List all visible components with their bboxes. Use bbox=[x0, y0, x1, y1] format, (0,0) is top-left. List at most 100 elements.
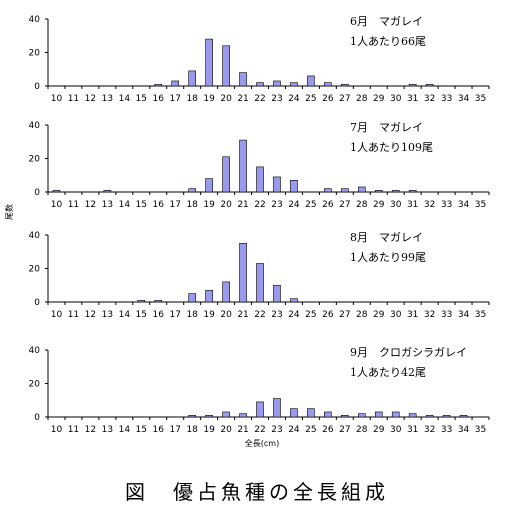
panel-4-bar-19 bbox=[205, 415, 213, 418]
panel-4-x-tick-label: 22 bbox=[254, 425, 265, 435]
panel-3-x-tick-label: 34 bbox=[458, 310, 470, 320]
panel-2-bar-21 bbox=[239, 139, 247, 193]
panel-1-x-tick-label: 17 bbox=[169, 94, 180, 104]
panel-3-x-tick-label: 30 bbox=[390, 310, 402, 320]
panel-1-x-tick-label: 35 bbox=[475, 94, 486, 104]
panel-1-x-tick-label: 34 bbox=[458, 94, 470, 104]
panel-4-bar-27 bbox=[341, 415, 349, 418]
panel-1-x-tick-label: 16 bbox=[153, 94, 165, 104]
panel-2-x-tick-label: 29 bbox=[373, 200, 385, 210]
panel-2-x-tick-label: 32 bbox=[424, 200, 435, 210]
panel-4-x-tick-label: 11 bbox=[68, 425, 79, 435]
panel-4-bar-20 bbox=[222, 411, 230, 418]
panel-4-x-tick-label: 10 bbox=[51, 425, 63, 435]
panel-3-x-tick-label: 16 bbox=[153, 310, 165, 320]
panel-4-bar-21 bbox=[239, 413, 247, 418]
panel-4-bar-28 bbox=[357, 413, 366, 418]
panel-3-x-tick-label: 33 bbox=[441, 310, 452, 320]
panel-3-x-tick-label: 20 bbox=[220, 310, 232, 320]
panel-3-x-tick-label: 10 bbox=[51, 310, 63, 320]
panel-2-x-tick-label: 18 bbox=[186, 200, 198, 210]
panel-2-bar-13 bbox=[103, 190, 112, 193]
panel-3-x-tick-label: 11 bbox=[68, 310, 79, 320]
panel-3-x-tick-label: 26 bbox=[322, 310, 334, 320]
panel-1-x-tick-label: 27 bbox=[339, 94, 350, 104]
panel-2-y-tick-label: 40 bbox=[29, 121, 41, 131]
panel-4-x-tick-label: 32 bbox=[424, 425, 435, 435]
panel-2-bar-10 bbox=[52, 190, 61, 193]
panel-4-x-tick-label: 25 bbox=[305, 425, 316, 435]
panel-4-bar-31 bbox=[408, 413, 417, 418]
panel-2-bar-18 bbox=[188, 188, 196, 193]
panel-1-x-tick-label: 14 bbox=[119, 94, 131, 104]
panel-2-x-tick-label: 24 bbox=[288, 200, 300, 210]
panel-1-y-tick-label: 40 bbox=[29, 15, 41, 25]
panel-3-x-tick-label: 27 bbox=[339, 310, 350, 320]
panel-2-bar-19 bbox=[205, 178, 213, 193]
panel-3-x-tick-label: 31 bbox=[407, 310, 418, 320]
panel-2-y-tick-label: 20 bbox=[29, 155, 41, 165]
panel-1-x-tick-label: 30 bbox=[390, 94, 402, 104]
panel-4-annotation-line-2: 1人あたり42尾 bbox=[350, 366, 426, 379]
panel-2-x-tick-label: 14 bbox=[119, 200, 131, 210]
panel-1-bar-20 bbox=[222, 45, 230, 87]
panel-4-x-tick-label: 34 bbox=[458, 425, 470, 435]
panel-4-x-tick-label: 23 bbox=[271, 425, 282, 435]
panel-1-x-tick-label: 29 bbox=[373, 94, 385, 104]
panel-1-y-tick-label: 20 bbox=[29, 49, 41, 59]
panel-4-x-tick-label: 13 bbox=[102, 425, 113, 435]
panel-2-x-tick-label: 20 bbox=[220, 200, 232, 210]
panel-3-bar-23 bbox=[273, 284, 281, 303]
panel-4-x-tick-label: 21 bbox=[237, 425, 248, 435]
panel-4-bar-33 bbox=[442, 415, 451, 418]
panel-3-x-tick-label: 24 bbox=[288, 310, 300, 320]
panel-3-x-tick-label: 22 bbox=[254, 310, 265, 320]
panel-1-bar-22 bbox=[256, 82, 264, 87]
panel-3-x-tick-label: 25 bbox=[305, 310, 316, 320]
panel-4-bar-32 bbox=[425, 415, 434, 418]
panel-3-y-tick-label: 0 bbox=[34, 298, 40, 308]
panel-2-bar-31 bbox=[408, 190, 417, 193]
panel-4-x-tick-label: 26 bbox=[322, 425, 334, 435]
panel-2-bar-22 bbox=[256, 166, 264, 193]
panel-1-y-tick-label: 0 bbox=[34, 82, 40, 92]
panel-1-bar-23 bbox=[273, 80, 281, 87]
panel-4-y-tick-label: 20 bbox=[29, 380, 41, 390]
panel-2-bar-20 bbox=[222, 156, 230, 193]
panel-1-annotation-line-1: 6月 マガレイ bbox=[350, 15, 423, 28]
panel-4-x-tick-label: 15 bbox=[136, 425, 147, 435]
panel-1-x-tick-label: 26 bbox=[322, 94, 334, 104]
panel-3-bar-18 bbox=[188, 293, 196, 303]
panel-3-bar-19 bbox=[205, 289, 213, 303]
panel-4-x-tick-label: 31 bbox=[407, 425, 418, 435]
panel-2-x-tick-label: 21 bbox=[237, 200, 248, 210]
panel-2-x-tick-label: 22 bbox=[254, 200, 265, 210]
panel-1-annotation-line-2: 1人あたり66尾 bbox=[350, 35, 426, 48]
panel-4-x-tick-label: 27 bbox=[339, 425, 350, 435]
panel-1-x-tick-label: 20 bbox=[220, 94, 232, 104]
panel-3-y-tick-label: 40 bbox=[29, 231, 41, 241]
panel-2-x-tick-label: 35 bbox=[475, 200, 486, 210]
panel-1-bar-25 bbox=[307, 75, 315, 87]
panel-3-annotation-line-2: 1人あたり99尾 bbox=[350, 251, 426, 264]
panel-4-bar-18 bbox=[188, 415, 196, 418]
panel-1-x-tick-label: 21 bbox=[237, 94, 248, 104]
panel-1-x-tick-label: 18 bbox=[186, 94, 198, 104]
panel-4-bar-34 bbox=[459, 415, 468, 418]
panel-3-x-tick-label: 29 bbox=[373, 310, 385, 320]
panel-4-x-tick-label: 19 bbox=[203, 425, 215, 435]
panel-2-x-tick-label: 13 bbox=[102, 200, 113, 210]
panel-4-x-tick-label: 29 bbox=[373, 425, 385, 435]
panel-3-x-tick-label: 15 bbox=[136, 310, 147, 320]
panel-1-x-tick-label: 24 bbox=[288, 94, 300, 104]
panel-3-x-tick-label: 17 bbox=[169, 310, 180, 320]
panel-1-bar-17 bbox=[171, 80, 180, 87]
panel-4-bar-22 bbox=[256, 401, 264, 418]
panel-2-x-tick-label: 34 bbox=[458, 200, 470, 210]
panel-2-bar-27 bbox=[341, 188, 349, 193]
panel-4-bar-25 bbox=[307, 408, 315, 418]
panel-1-bar-31 bbox=[408, 84, 417, 87]
panel-2-x-tick-label: 12 bbox=[85, 200, 96, 210]
panel-1-bar-18 bbox=[188, 70, 196, 87]
